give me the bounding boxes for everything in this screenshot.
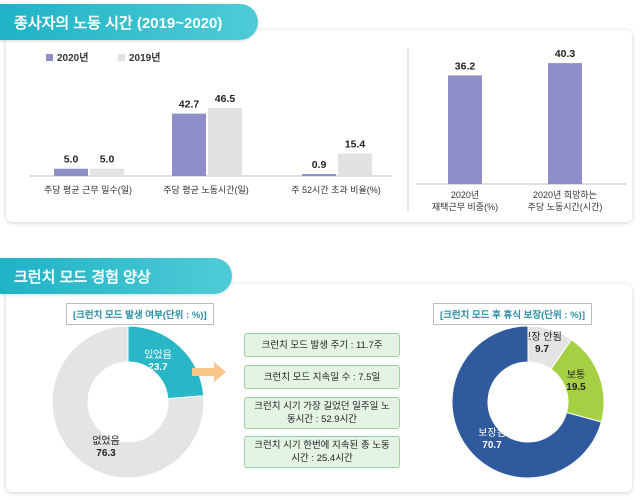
slice-name-1: 보통 [567,369,585,381]
bar-right-0 [448,75,482,184]
bar-2-0 [302,174,336,176]
section-title-working-hours: 종사자의 노동 시간 (2019~2020) [0,4,258,40]
bar-1-0 [172,113,206,176]
section-title-text: 종사자의 노동 시간 (2019~2020) [14,14,223,32]
bar-0-0 [54,168,88,176]
bar-2-1 [338,153,372,176]
category-label-2: 주 52시간 초과 비율(%) [291,185,380,195]
category-label-0: 주당 평균 근무 일수(일) [44,185,132,195]
slice-value-0: 23.7 [148,362,168,373]
data-label-1-0: 42.7 [179,99,200,111]
bar-0-1 [90,168,124,176]
legend-label-1: 2019년 [129,51,160,64]
stat-crunch-cycle: 크런치 모드 발생 주기 : 11.7주 [244,333,400,357]
stat-crunch-duration: 크런치 모드 지속일 수 : 7.5일 [244,365,400,389]
bar-1-1 [208,108,242,176]
stat-longest-week-hours: 크런치 시기 가장 길었던 일주일 노동시간 : 52.9시간 [244,397,400,429]
working-hours-panel [6,30,632,222]
section-title-crunch: 크런치 모드 경험 양상 [0,258,232,294]
bar-right-1 [548,63,582,184]
stat-continuous-hours: 크런치 시기 한번에 지속된 총 노동시간 : 25.4시간 [244,436,400,468]
legend-label-0: 2020년 [57,51,88,64]
slice-name-2: 보장됨 [478,427,506,439]
data-label-2-1: 15.4 [345,139,366,151]
slice-name-1: 없었음 [92,434,120,447]
slice-1 [51,325,205,479]
slice-value-1: 76.3 [96,448,116,459]
slice-2 [451,325,602,479]
data-label-2-0: 0.9 [312,159,327,171]
data-label-0-0: 5.0 [64,154,79,166]
working-hours-bar-chart: 2020년 2019년 5.0 5.0 주당 평균 근무 일수(일) 42.7 46.5 주당… [30,48,626,212]
rest-guarantee-title: [크런치 모드 후 휴식 보장(단위 : %)] [433,303,592,325]
category-label-1: 주당 평균 노동시간(일) [163,185,249,195]
slice-value-1: 19.5 [566,382,586,393]
legend-swatch-0 [46,54,53,61]
slice-name-0: 있었음 [144,349,172,361]
data-label-1-1: 46.5 [215,93,236,105]
data-label-right-1: 40.3 [555,48,576,60]
category-label-right-1: 2020년 희망하는 주당 노동시간(시간) [528,189,603,212]
category-label-right-0: 2020년 재택근무 비중(%) [432,190,498,212]
slice-value-0: 9.7 [535,344,549,355]
slice-value-2: 70.7 [482,440,502,451]
slice-name-0: 보장 안됨 [522,331,562,343]
data-label-right-0: 36.2 [455,60,476,72]
section-title-text: 크런치 모드 경험 양상 [14,268,151,286]
data-label-0-1: 5.0 [100,154,115,166]
crunch-occurrence-title: [크런치 모드 발생 여부(단위 : %)] [66,303,214,325]
legend-swatch-1 [118,54,125,61]
arrow-right-icon [192,362,226,382]
